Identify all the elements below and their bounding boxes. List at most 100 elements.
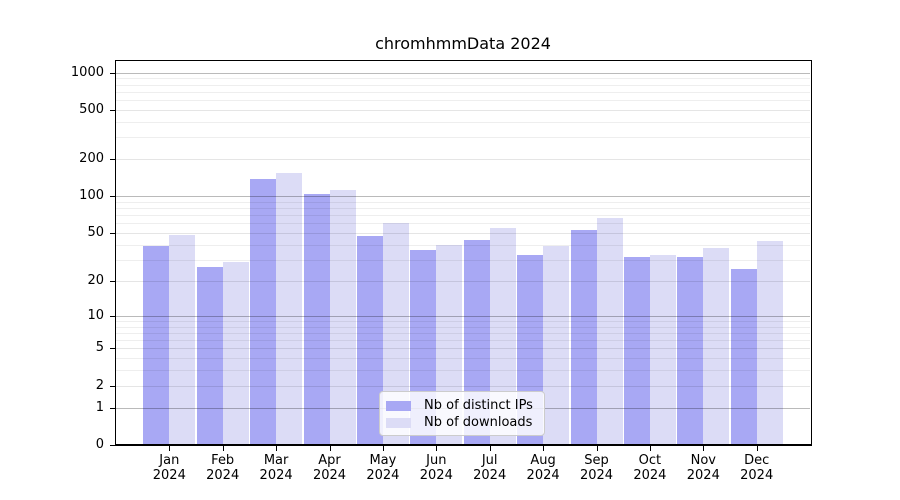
gridline-70 bbox=[116, 215, 810, 217]
gridline-30 bbox=[116, 259, 810, 261]
y-tick-label-100: 100 bbox=[79, 188, 104, 204]
x-tick-year: 2024 bbox=[419, 468, 453, 483]
bar-apr-downloads bbox=[329, 189, 356, 445]
y-tick-mark-20 bbox=[110, 280, 115, 282]
y-tick-label-0: 0 bbox=[95, 437, 104, 452]
gridline-200 bbox=[116, 159, 810, 161]
bar-feb-ips bbox=[196, 267, 223, 445]
x-tick-year: 2024 bbox=[686, 468, 720, 483]
x-tick-label-oct: Oct 2024 bbox=[626, 453, 674, 483]
y-tick-mark-50 bbox=[110, 233, 115, 235]
right-spine bbox=[811, 60, 812, 445]
bar-mar-ips bbox=[250, 179, 277, 445]
x-tick-mark-nov bbox=[703, 446, 705, 451]
x-tick-mark-aug bbox=[543, 446, 545, 451]
left-spine bbox=[115, 60, 116, 445]
x-tick-year: 2024 bbox=[740, 468, 774, 483]
x-tick-mark-jul bbox=[489, 446, 491, 451]
x-tick-mark-jun bbox=[436, 446, 438, 451]
x-tick-mark-sep bbox=[596, 446, 598, 451]
gridline-40 bbox=[116, 244, 810, 246]
gridline-2 bbox=[116, 385, 810, 387]
x-tick-label-sep: Sep 2024 bbox=[573, 453, 621, 483]
gridline-800 bbox=[116, 84, 810, 86]
x-tick-label-jan: Jan 2024 bbox=[145, 453, 193, 483]
y-tick-mark-200 bbox=[110, 159, 115, 161]
y-tick-label-10: 10 bbox=[87, 307, 104, 323]
x-tick-mark-dec bbox=[756, 446, 758, 451]
gridline-3 bbox=[116, 370, 810, 372]
x-tick-mark-apr bbox=[329, 446, 331, 451]
x-tick-mark-oct bbox=[649, 446, 651, 451]
gridline-600 bbox=[116, 100, 810, 102]
gridline-80 bbox=[116, 208, 810, 210]
gridline-5 bbox=[116, 348, 810, 350]
gridline-10 bbox=[116, 315, 810, 317]
legend-item-downloads: Nb of downloads bbox=[380, 414, 544, 431]
bar-sep-downloads bbox=[596, 218, 623, 445]
x-tick-year: 2024 bbox=[473, 468, 507, 483]
bar-feb-downloads bbox=[222, 261, 249, 445]
legend-label: Nb of distinct IPs bbox=[424, 398, 533, 413]
y-tick-mark-5 bbox=[110, 348, 115, 350]
legend-item-distinct-ips: Nb of distinct IPs bbox=[380, 397, 544, 414]
x-tick-year: 2024 bbox=[366, 468, 400, 483]
bar-may-ips bbox=[356, 236, 383, 445]
gridline-50 bbox=[116, 233, 810, 235]
gridline-60 bbox=[116, 223, 810, 225]
bar-oct-downloads bbox=[649, 254, 676, 445]
y-tick-label-1000: 1000 bbox=[70, 64, 104, 80]
x-tick-label-dec: Dec 2024 bbox=[733, 453, 781, 483]
gridline-7 bbox=[116, 332, 810, 334]
y-tick-label-500: 500 bbox=[79, 101, 104, 117]
gridline-4 bbox=[116, 358, 810, 360]
bar-dec-downloads bbox=[756, 241, 783, 445]
x-tick-label-nov: Nov 2024 bbox=[679, 453, 727, 483]
x-tick-year: 2024 bbox=[312, 468, 347, 483]
bar-apr-ips bbox=[303, 193, 330, 445]
gridline-700 bbox=[116, 91, 810, 93]
x-tick-year: 2024 bbox=[259, 468, 293, 483]
bar-mar-downloads bbox=[276, 173, 303, 445]
gridline-400 bbox=[116, 121, 810, 123]
x-tick-year: 2024 bbox=[526, 468, 560, 483]
bar-jan-downloads bbox=[169, 235, 196, 445]
bar-aug-downloads bbox=[543, 246, 570, 445]
y-tick-mark-500 bbox=[110, 109, 115, 111]
y-tick-label-50: 50 bbox=[87, 225, 104, 241]
bar-sep-ips bbox=[570, 230, 597, 445]
x-tick-label-feb: Feb 2024 bbox=[199, 453, 247, 483]
bar-nov-ips bbox=[677, 256, 704, 445]
x-tick-label-mar: Mar 2024 bbox=[252, 453, 300, 483]
x-tick-label-jun: Jun 2024 bbox=[412, 453, 460, 483]
x-tick-mark-feb bbox=[222, 446, 224, 451]
x-tick-mark-may bbox=[382, 446, 384, 451]
gridline-20 bbox=[116, 280, 810, 282]
bar-jan-ips bbox=[143, 246, 170, 445]
bar-nov-downloads bbox=[703, 247, 730, 445]
legend-swatch-downloads bbox=[386, 417, 411, 428]
top-spine bbox=[115, 60, 812, 61]
gridline-9 bbox=[116, 320, 810, 322]
x-tick-year: 2024 bbox=[206, 468, 240, 483]
x-tick-mark-mar bbox=[276, 446, 278, 451]
gridline-8 bbox=[116, 326, 810, 328]
y-tick-label-2: 2 bbox=[95, 377, 104, 393]
y-tick-mark-1 bbox=[110, 407, 115, 409]
x-tick-label-aug: Aug 2024 bbox=[519, 453, 567, 483]
bottom-spine bbox=[115, 444, 812, 446]
x-tick-label-jul: Jul 2024 bbox=[466, 453, 514, 483]
x-tick-year: 2024 bbox=[633, 468, 667, 483]
y-tick-label-5: 5 bbox=[95, 340, 104, 356]
x-tick-mark-jan bbox=[169, 446, 171, 451]
y-tick-mark-0 bbox=[110, 445, 115, 446]
bar-oct-ips bbox=[623, 256, 650, 445]
gridline-6 bbox=[116, 340, 810, 342]
gridline-1000 bbox=[116, 72, 810, 74]
gridline-90 bbox=[116, 201, 810, 203]
y-tick-mark-1000 bbox=[110, 72, 115, 74]
y-tick-label-20: 20 bbox=[87, 272, 104, 288]
bar-dec-ips bbox=[730, 269, 757, 445]
y-tick-label-200: 200 bbox=[79, 151, 104, 167]
